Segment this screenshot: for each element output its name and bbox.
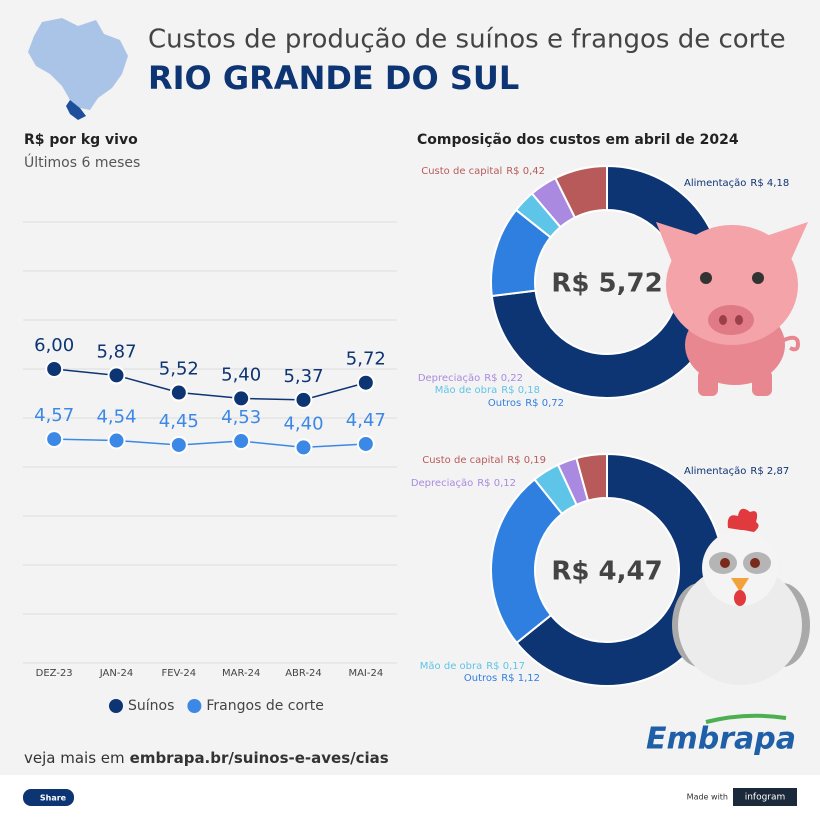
data-label: 4,47 (346, 410, 386, 431)
x-tick-label: DEZ-23 (36, 668, 73, 679)
data-point (232, 389, 251, 408)
plot-area: DEZ-23 JAN-24 FEV-24 MAR-24 ABR-24 MAI-24 6,00… (23, 164, 789, 714)
embrapa-logo: Embrapa (646, 722, 796, 757)
data-label: 4,53 (221, 407, 261, 428)
data-label: 5,40 (221, 364, 261, 385)
segment-label: Alimentação R$ 4,18 (684, 178, 789, 189)
data-point (169, 435, 188, 454)
share-bg[interactable] (23, 789, 74, 806)
data-point (107, 366, 126, 385)
legend-marker (187, 699, 202, 713)
data-label: 5,37 (283, 366, 323, 387)
infogram-label[interactable]: infogram (745, 793, 786, 803)
footer-link[interactable]: embrapa.br/suinos-e-aves/cias (130, 749, 389, 767)
segment-name: Outros (488, 398, 521, 409)
data-point (107, 431, 126, 450)
subtitle: RIO GRANDE DO SUL (148, 59, 519, 97)
legend: Suínos Frangos de corte (109, 698, 324, 714)
donut-segment (515, 452, 724, 687)
segment-label: Alimentação R$ 2,87 (684, 466, 789, 477)
segment-name: Custo de capital (421, 166, 502, 177)
segment-label: Depreciação R$ 0,12 (411, 478, 516, 489)
data-point (232, 432, 251, 451)
legend-label: Suínos (128, 698, 174, 714)
segment-name: Alimentação (684, 466, 746, 477)
x-tick-label: JAN-24 (99, 668, 133, 679)
footer-text: veja mais em embrapa.br/suinos-e-aves/cia… (24, 749, 389, 767)
legend-marker (109, 699, 123, 713)
data-label: 5,72 (346, 349, 386, 370)
infogram-badge[interactable] (733, 788, 797, 806)
data-point (45, 360, 64, 378)
series-line (54, 438, 366, 449)
line-title: R$ por kg vivo (24, 132, 138, 148)
segment-name: Outros (464, 673, 497, 684)
data-label: 4,57 (34, 405, 74, 426)
segment-name: Alimentação (684, 178, 746, 189)
data-point (356, 373, 375, 392)
segment-label: Outros R$ 0,72 (488, 398, 564, 409)
x-tick-label: MAR-24 (222, 668, 260, 679)
legend-label: Frangos de corte (206, 698, 324, 714)
segment-value: R$ 0,22 (484, 373, 523, 384)
footer-bar (0, 775, 820, 820)
data-label: 4,54 (96, 407, 136, 428)
data-point (356, 434, 375, 453)
data-label: 5,52 (159, 359, 199, 380)
footer-prefix: veja mais em (24, 749, 125, 767)
segment-label: Custo de capital R$ 0,42 (421, 166, 545, 177)
series-line (54, 368, 367, 401)
pig-illustration (656, 222, 808, 396)
segment-name: Depreciação (411, 478, 473, 489)
x-tick-label: MAI-24 (348, 668, 383, 679)
data-point (45, 430, 64, 449)
donut-segment (554, 164, 608, 219)
share-button[interactable]: Share (23, 789, 74, 806)
segment-label: Mão de obra R$ 0,17 (420, 661, 525, 672)
data-point (294, 438, 313, 457)
segment-value: R$ 0,12 (477, 478, 516, 489)
brazil-map (28, 18, 128, 120)
donut-total: R$ 5,72 (551, 269, 662, 299)
segment-value: R$ 0,72 (525, 398, 564, 409)
segment-label: Depreciação R$ 0,22 (418, 373, 523, 384)
segment-name: Mão de obra (435, 385, 497, 396)
donut-total: R$ 4,47 (551, 557, 662, 587)
data-label: 5,87 (96, 341, 136, 362)
segment-label: Custo de capital R$ 0,19 (422, 455, 546, 466)
segment-value: R$ 0,42 (506, 166, 545, 177)
data-label: 6,00 (34, 335, 74, 356)
data-point (169, 383, 188, 402)
x-tick-label: ABR-24 (285, 668, 322, 679)
title: Custos de produção de suínos e frangos d… (148, 25, 786, 55)
share-label[interactable]: Share (40, 794, 67, 803)
x-tick-label: FEV-24 (161, 668, 196, 679)
segment-value: R$ 0,19 (507, 455, 546, 466)
segment-value: R$ 4,18 (750, 178, 789, 189)
segment-value: R$ 0,17 (486, 661, 525, 672)
segment-value: R$ 0,18 (501, 385, 540, 396)
segment-value: R$ 1,12 (501, 673, 540, 684)
line-subtitle: Últimos 6 meses (24, 153, 140, 171)
segment-name: Custo de capital (422, 455, 503, 466)
segment-value: R$ 2,87 (750, 466, 789, 477)
segment-label: Mão de obra R$ 0,18 (435, 385, 540, 396)
donut-segment (575, 452, 608, 502)
donut-title: Composição dos custos em abril de 2024 (417, 132, 739, 148)
made-with: Made with (687, 793, 728, 802)
logo-swoosh (705, 713, 787, 724)
data-label: 4,40 (283, 413, 323, 434)
chicken-illustration (672, 508, 810, 685)
segment-name: Depreciação (418, 373, 480, 384)
data-label: 4,45 (159, 411, 199, 432)
segment-label: Outros R$ 1,12 (464, 673, 540, 684)
segment-name: Mão de obra (420, 661, 482, 672)
data-point (294, 390, 313, 409)
